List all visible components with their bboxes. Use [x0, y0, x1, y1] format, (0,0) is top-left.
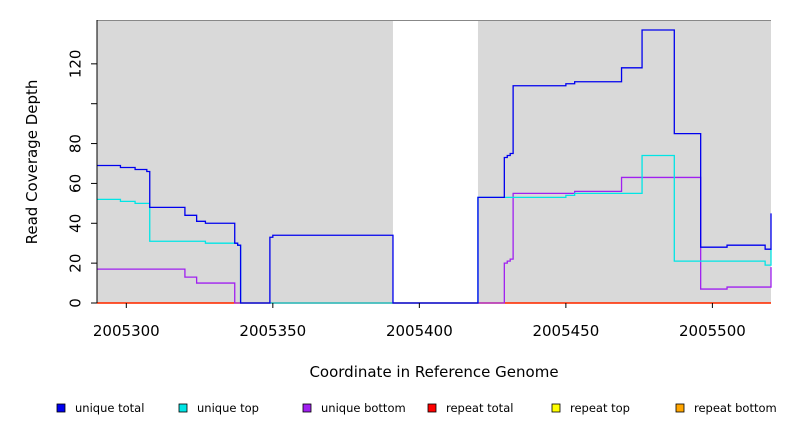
legend-label-repeat-total: repeat total	[446, 401, 513, 415]
legend-label-repeat-bottom: repeat bottom	[694, 401, 777, 415]
y-tick-label: 20	[67, 254, 85, 273]
x-tick-label: 2005500	[679, 322, 746, 340]
x-axis-title: Coordinate in Reference Genome	[309, 363, 558, 381]
legend-swatch-repeat-total	[427, 403, 437, 413]
legend-label-unique-total: unique total	[75, 401, 144, 415]
legend-swatch-unique-top	[178, 403, 188, 413]
x-tick-label: 2005400	[386, 322, 453, 340]
legend-swatch-repeat-top	[551, 403, 561, 413]
y-tick-label: 60	[67, 174, 85, 193]
legend-swatch-unique-total	[56, 403, 66, 413]
y-axis-ticks: 0 20 40 60 80 120	[67, 50, 97, 308]
shaded-region-2	[477, 20, 771, 303]
x-tick-label: 2005350	[239, 322, 306, 340]
y-tick-label: 80	[67, 134, 85, 153]
legend-swatch-unique-bottom	[302, 403, 312, 413]
x-tick-label: 2005300	[93, 322, 160, 340]
legend-label-repeat-top: repeat top	[570, 401, 630, 415]
legend-label-unique-bottom: unique bottom	[321, 401, 406, 415]
y-tick-label: 40	[67, 214, 85, 233]
x-axis-ticks: 2005300 2005350 2005400 2005450 2005500	[93, 303, 746, 340]
series-unique-total	[97, 29, 772, 304]
legend-swatch-repeat-bottom	[675, 403, 685, 413]
y-axis-title: Read Coverage Depth	[23, 80, 41, 245]
y-tick-label: 0	[67, 298, 85, 308]
plot-background	[97, 20, 771, 303]
legend: unique total unique top unique bottom repea…	[56, 401, 777, 415]
y-tick-label: 120	[67, 50, 85, 79]
legend-label-unique-top: unique top	[197, 401, 259, 415]
x-tick-label: 2005450	[532, 322, 599, 340]
series-lines	[97, 29, 772, 304]
shaded-region-1	[97, 20, 393, 303]
